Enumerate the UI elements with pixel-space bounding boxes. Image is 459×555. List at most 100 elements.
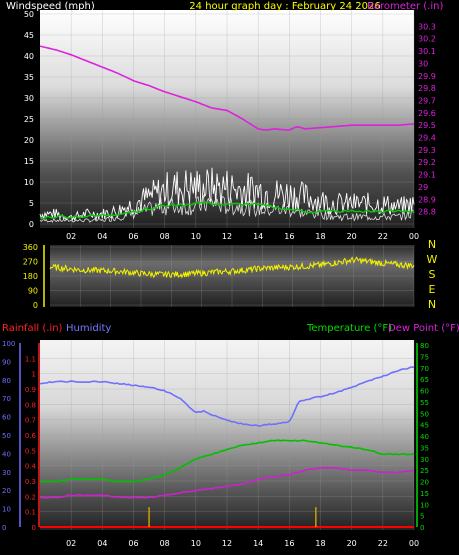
direction-tick-label: 270 (23, 258, 38, 267)
series-dewpoint (39, 466, 415, 499)
temperature-tick-label: 15 (420, 490, 429, 498)
x-tick-label: 22 (378, 232, 388, 241)
direction-axis-ticks: 0 90 180 270 360 (23, 243, 38, 310)
series-barometer (39, 45, 415, 131)
humidity-tick-label: 30 (2, 469, 11, 477)
barometer-tick-label: 29.9 (418, 72, 436, 81)
wind-tick-label: 0 (29, 220, 34, 229)
temperature-tick-label: 55 (420, 399, 429, 407)
wind-tick-label: 30 (24, 94, 34, 103)
top-grid (40, 10, 415, 228)
wind-axis-label: Windspeed (mph) (6, 1, 95, 12)
x-tick-label: 20 (347, 232, 357, 241)
barometer-tick-label: 29.4 (418, 134, 436, 143)
rain-tick-label: 0.8 (25, 401, 36, 409)
x-tick-label: 16 (284, 232, 294, 241)
barometer-tick-label: 29.1 (418, 171, 436, 180)
x-tick-label: 06 (128, 539, 138, 548)
direction-tick-label: 90 (28, 287, 38, 296)
x-tick-label: 14 (253, 232, 263, 241)
x-tick-label: 14 (253, 539, 263, 548)
x-tick-label: 10 (191, 539, 201, 548)
dewpoint-axis-label: Dew Point (°F) (388, 323, 459, 334)
series-humidity (39, 366, 415, 427)
humidity-tick-label: 40 (2, 450, 11, 458)
temperature-tick-label: 30 (420, 456, 429, 464)
direction-tick-label: 360 (23, 243, 38, 252)
series-temperature (39, 439, 415, 483)
rain-tick-label: 0 (32, 524, 36, 532)
x-tick-label: 00 (409, 232, 419, 241)
barometer-tick-label: 29.2 (418, 158, 436, 167)
humidity-tick-label: 0 (2, 524, 6, 532)
temperature-tick-label: 70 (420, 365, 429, 373)
wind-tick-label: 25 (24, 115, 34, 124)
series-wind-speed (39, 194, 415, 223)
barometer-tick-label: 28.9 (418, 195, 436, 204)
temperature-tick-label: 60 (420, 388, 429, 396)
x-tick-label: 08 (160, 539, 170, 548)
x-tick-label: 20 (347, 539, 357, 548)
barometer-tick-label: 29.6 (418, 109, 436, 118)
x-tick-label: 08 (160, 232, 170, 241)
temperature-tick-label: 35 (420, 444, 429, 452)
bottom-series (39, 366, 415, 528)
x-tick-label: 18 (315, 539, 325, 548)
barometer-tick-label: 30.2 (418, 35, 436, 44)
temperature-tick-label: 75 (420, 353, 429, 361)
x-tick-label: 18 (315, 232, 325, 241)
mid-grid (43, 245, 415, 307)
direction-tick-label: 0 (33, 301, 38, 310)
rain-tick-label: 0.3 (25, 478, 36, 486)
compass-label: N (428, 238, 436, 251)
temperature-tick-label: 45 (420, 422, 429, 430)
wind-tick-label: 10 (24, 178, 34, 187)
x-tick-label: 10 (191, 232, 201, 241)
humidity-axis-label: Humidity (66, 323, 111, 334)
humidity-tick-label: 20 (2, 487, 11, 495)
temperature-tick-label: 80 (420, 342, 429, 350)
barometer-tick-label: 30 (418, 59, 428, 68)
x-tick-label: 06 (128, 232, 138, 241)
barometer-tick-label: 29.3 (418, 146, 436, 155)
temperature-tick-label: 10 (420, 501, 429, 509)
humidity-tick-label: 10 (2, 506, 11, 514)
barometer-tick-label: 29.7 (418, 96, 436, 105)
x-tick-label: 02 (66, 539, 76, 548)
series-wind-gust (39, 167, 415, 222)
rain-tick-label: 1.1 (25, 355, 36, 363)
barometer-axis-ticks: 28.8 28.9 29 29.1 29.2 29.3 29.4 29.5 29.6 29.7 29… (418, 22, 436, 216)
barometer-tick-label: 29.5 (418, 121, 436, 130)
mid-series (49, 256, 415, 279)
humidity-tick-label: 100 (2, 340, 15, 348)
compass-label: N (428, 298, 436, 311)
humidity-tick-label: 80 (2, 377, 11, 385)
rain-tick-label: 0.6 (25, 432, 37, 440)
temperature-tick-label: 25 (420, 467, 429, 475)
temperature-tick-label: 65 (420, 376, 429, 384)
x-tick-label: 16 (284, 539, 294, 548)
rain-axis-ticks: 0 0.1 0.2 0.3 0.4 0.5 0.6 0.7 0.8 0.9 1 1.1 (25, 355, 37, 532)
x-tick-label: 04 (97, 539, 107, 548)
rain-tick-label: 0.7 (25, 417, 36, 425)
barometer-tick-label: 30.3 (418, 22, 436, 31)
wind-tick-label: 20 (24, 136, 34, 145)
chart-title: 24 hour graph day : February 24 2026 (189, 1, 380, 12)
temperature-tick-label: 5 (420, 513, 424, 521)
compass-label: E (429, 283, 436, 296)
wind-tick-label: 5 (29, 199, 34, 208)
x-tick-label: 12 (222, 539, 232, 548)
bottom-x-ticks: 02 04 06 08 10 12 14 16 18 20 22 00 (66, 539, 419, 548)
barometer-tick-label: 29.8 (418, 84, 436, 93)
temperature-tick-label: 40 (420, 433, 429, 441)
wind-tick-label: 35 (24, 73, 34, 82)
x-tick-label: 02 (66, 232, 76, 241)
wind-tick-label: 45 (24, 31, 34, 40)
temperature-tick-label: 20 (420, 479, 429, 487)
series-wind-direction (49, 256, 415, 279)
wind-tick-label: 15 (24, 157, 34, 166)
